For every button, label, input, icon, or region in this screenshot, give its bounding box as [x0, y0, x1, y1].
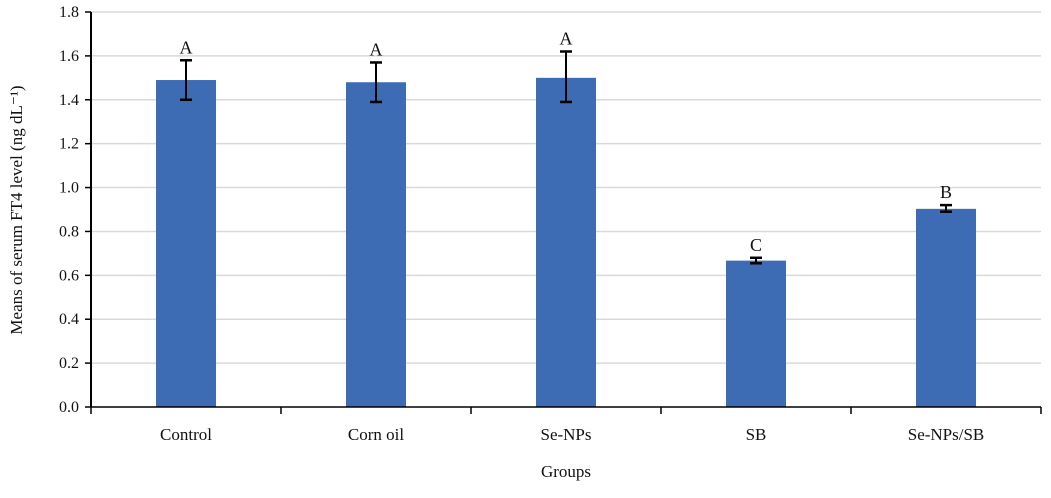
significance-letter: A — [180, 37, 193, 57]
y-tick-label: 1.2 — [59, 136, 79, 153]
y-tick-label: 0.0 — [59, 399, 79, 416]
bar — [916, 208, 976, 407]
significance-letter: C — [750, 235, 762, 255]
significance-letter: B — [940, 182, 952, 202]
y-tick-label: 1.0 — [59, 180, 79, 197]
x-tick-label: Corn oil — [348, 425, 404, 444]
x-axis-label: Groups — [541, 462, 591, 481]
y-tick-label: 1.8 — [59, 4, 79, 21]
y-tick-label: 0.8 — [59, 223, 79, 240]
x-tick-label: Control — [160, 425, 212, 444]
significance-letter: A — [560, 29, 573, 49]
bar — [346, 82, 406, 407]
x-tick-label: SB — [746, 425, 767, 444]
significance-letter: A — [370, 39, 383, 59]
y-tick-label: 0.6 — [59, 267, 79, 284]
bar — [536, 77, 596, 407]
y-tick-label: 1.6 — [59, 48, 79, 65]
bars: A A A C B — [156, 29, 976, 408]
y-tick-label: 0.2 — [59, 355, 79, 372]
bar — [726, 260, 786, 407]
bar — [156, 80, 216, 408]
axes: 0.0 0.2 0.4 0.6 0.8 1.0 1.2 1.4 1.6 1.8 Control Cor… — [59, 4, 1042, 444]
x-tick-label: Se-NPs — [540, 425, 591, 444]
y-tick-label: 0.4 — [59, 311, 79, 328]
y-tick-label: 1.4 — [59, 92, 79, 109]
x-tick-label: Se-NPs/SB — [908, 425, 985, 444]
y-axis-label: Means of serum FT4 level (ng dL⁻¹) — [7, 85, 26, 334]
